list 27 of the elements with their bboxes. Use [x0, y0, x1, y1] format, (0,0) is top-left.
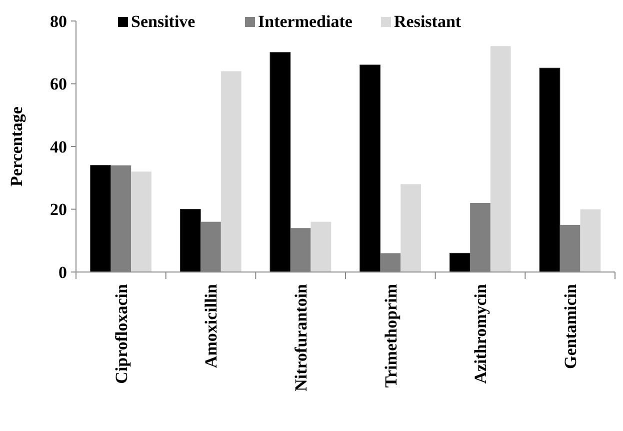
bar — [400, 184, 421, 272]
y-tick-label: 20 — [50, 200, 67, 220]
legend-label: Sensitive — [131, 12, 196, 31]
x-tick-label: Ciprofloxacin — [112, 283, 131, 384]
y-axis-title: Percentage — [7, 106, 26, 186]
bar — [131, 172, 152, 272]
bar — [270, 52, 291, 272]
bar — [360, 64, 380, 272]
y-tick-label: 80 — [50, 12, 67, 31]
y-tick-label: 40 — [50, 137, 67, 156]
bar — [580, 209, 601, 272]
x-tick-label: Gentamicin — [561, 283, 580, 369]
x-tick-label: Nitrofurantoin — [292, 283, 311, 392]
legend-label: Intermediate — [258, 12, 353, 31]
x-tick-label: Azithromycin — [471, 283, 490, 384]
y-tick-label: 0 — [58, 262, 67, 282]
bar — [539, 68, 560, 272]
x-tick-label: Trimethoprim — [381, 284, 400, 388]
bar — [310, 222, 332, 272]
bar — [90, 165, 111, 272]
legend-label: Resistant — [394, 12, 462, 31]
x-tick-label: Amoxicillin — [202, 283, 221, 368]
y-tick-label: 60 — [50, 74, 67, 94]
bar — [449, 252, 470, 272]
bar — [220, 71, 242, 272]
bar — [490, 46, 511, 272]
bar — [180, 209, 201, 272]
